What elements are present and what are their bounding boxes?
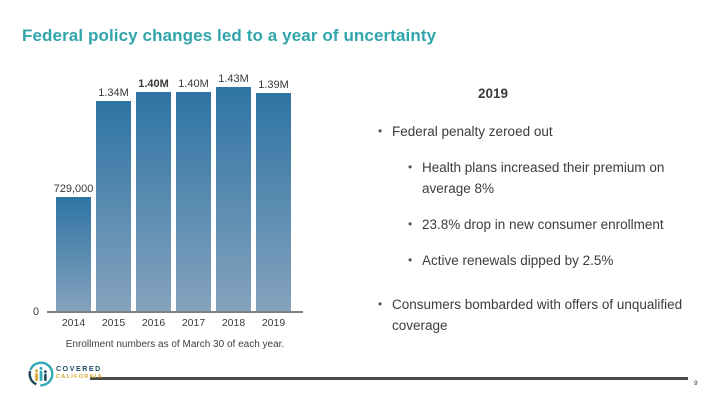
x-axis-tick-label: 2019 bbox=[261, 317, 286, 329]
x-axis-tick-label: 2016 bbox=[141, 317, 166, 329]
bar-value-label: 1.43M bbox=[218, 73, 249, 85]
bar-column: 1.40M bbox=[176, 78, 211, 311]
bullet-item: • Federal penalty zeroed out bbox=[370, 121, 710, 142]
x-axis-tick-label: 2015 bbox=[101, 317, 126, 329]
bar-value-label: 1.39M bbox=[258, 79, 289, 91]
bar-2019 bbox=[256, 93, 291, 311]
x-axis-labels: 2014 2015 2016 2017 2018 2019 bbox=[47, 313, 303, 329]
slide-title: Federal policy changes led to a year of … bbox=[22, 26, 437, 45]
chart-caption: Enrollment numbers as of March 30 of eac… bbox=[65, 339, 285, 350]
bullet-text: 23.8% drop in new consumer enrollment bbox=[422, 217, 664, 232]
bar-column: 1.43M bbox=[216, 73, 251, 311]
bullet-dot: • bbox=[408, 253, 413, 267]
bullet-item: • Consumers bombarded with offers of unqu… bbox=[370, 294, 710, 336]
chart-plot-area: 0 729,000 1.34M 1.40M 1.40M 1.43M 1.39M bbox=[33, 72, 303, 318]
logo-text-california: CALIFORNIA bbox=[56, 374, 103, 380]
content-heading-year: 2019 bbox=[478, 86, 509, 101]
bar-value-label: 1.40M bbox=[138, 78, 169, 90]
enrollment-bar-chart: 0 729,000 1.34M 1.40M 1.40M 1.43M 1.39M 2014 2… bbox=[33, 72, 303, 350]
bar-2017 bbox=[176, 92, 211, 311]
x-axis-tick-label: 2018 bbox=[221, 317, 246, 329]
bullet-list: • Federal penalty zeroed out • Health plans… bbox=[370, 121, 710, 336]
logo-text-covered: COVERED bbox=[56, 366, 102, 373]
y-axis-zero-label: 0 bbox=[33, 306, 40, 318]
bar-2015 bbox=[96, 101, 131, 311]
covered-california-logo-icon bbox=[28, 361, 54, 387]
bullet-text: Consumers bombarded with offers of unqua… bbox=[392, 297, 683, 333]
bullet-item: • 23.8% drop in new consumer enrollment bbox=[370, 214, 710, 235]
bar-column: 729,000 bbox=[53, 183, 94, 311]
bullet-item: • Active renewals dipped by 2.5% bbox=[370, 250, 710, 271]
bar-column: 1.39M bbox=[256, 79, 291, 311]
bullet-dot: • bbox=[408, 217, 413, 231]
content-column: 2019 • Federal penalty zeroed out • Health … bbox=[370, 86, 710, 351]
bar-column: 1.34M bbox=[96, 87, 131, 311]
bar-column: 1.40M bbox=[136, 78, 171, 311]
bullet-dot: • bbox=[378, 297, 383, 311]
bar-2018 bbox=[216, 87, 251, 311]
x-axis-tick-label: 2017 bbox=[181, 317, 206, 329]
bullet-dot: • bbox=[408, 160, 413, 174]
bullet-text: Active renewals dipped by 2.5% bbox=[422, 253, 614, 268]
bullet-item: • Health plans increased their premium on… bbox=[370, 157, 710, 199]
bar-value-label: 1.40M bbox=[178, 78, 209, 90]
bullet-text: Federal penalty zeroed out bbox=[392, 124, 553, 139]
bullet-text: Health plans increased their premium on … bbox=[422, 160, 665, 196]
page-number: 9 bbox=[694, 380, 698, 387]
bar-value-label: 729,000 bbox=[53, 183, 94, 195]
bar-value-label: 1.34M bbox=[98, 87, 129, 99]
footer-rule bbox=[90, 377, 688, 380]
bar-2014 bbox=[56, 197, 91, 311]
x-axis-tick-label: 2014 bbox=[61, 317, 86, 329]
bullet-dot: • bbox=[378, 124, 383, 138]
bar-2016 bbox=[136, 92, 171, 311]
logo-wordmark: COVERED CALIFORNIA bbox=[56, 366, 103, 381]
